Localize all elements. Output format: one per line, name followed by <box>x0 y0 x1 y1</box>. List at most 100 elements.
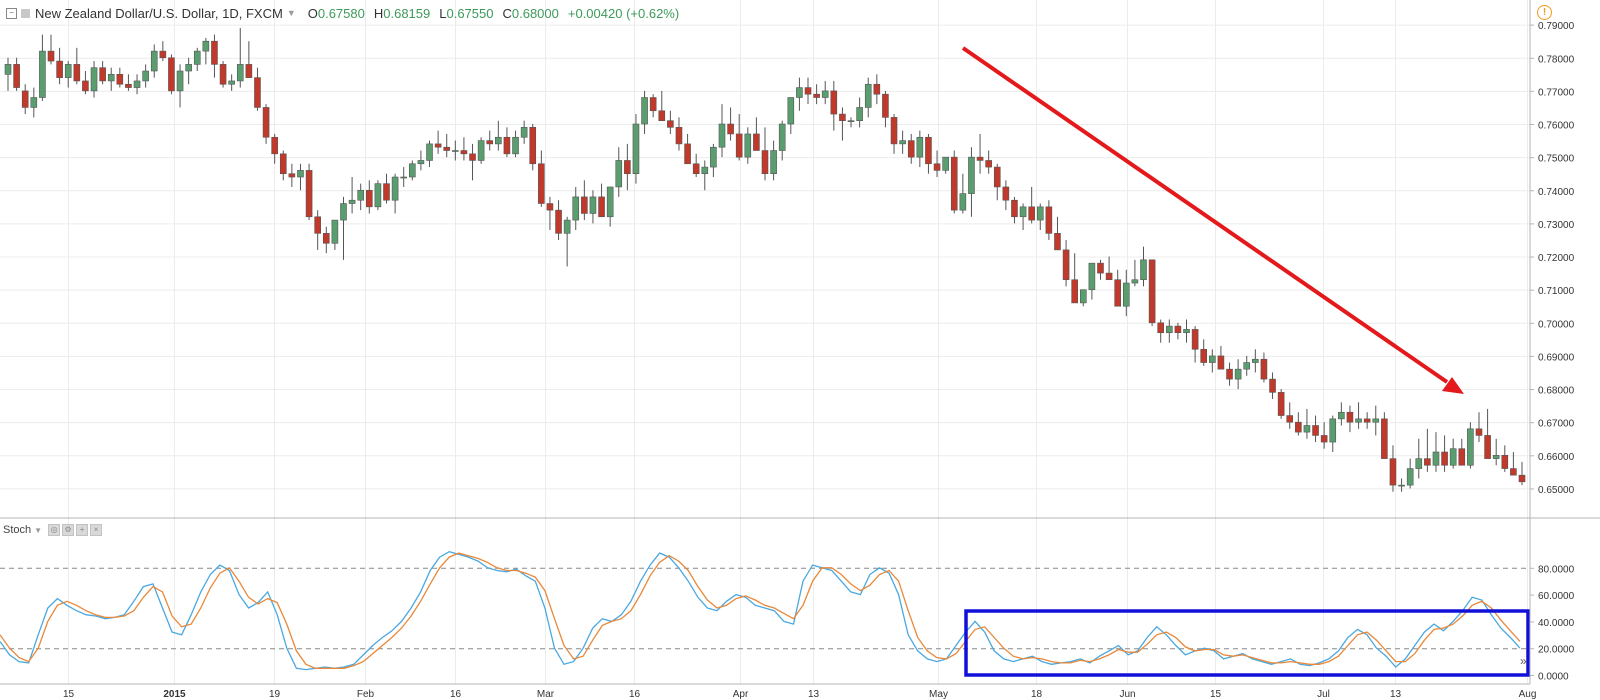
time-tick-label: 18 <box>1031 689 1043 700</box>
scroll-right-icon[interactable]: » <box>1520 654 1527 668</box>
candle-up <box>1166 325 1173 334</box>
candle-down <box>1346 411 1354 423</box>
alert-icon[interactable]: ! <box>1537 5 1552 20</box>
candle-down <box>907 140 915 158</box>
candle-down <box>925 136 932 165</box>
candle-down <box>13 64 20 88</box>
symbol-square-icon <box>21 8 30 18</box>
price-change: +0.00420 (+0.62%) <box>567 5 680 21</box>
symbol-title[interactable]: New Zealand Dollar/U.S. Dollar, 1D, FXCM <box>35 5 283 21</box>
candle-up <box>142 70 149 82</box>
candle-down <box>1501 455 1509 469</box>
candle-up <box>331 219 339 244</box>
candle-up <box>701 166 709 175</box>
candle-down <box>288 173 296 178</box>
candle-down <box>1045 206 1053 234</box>
candle-down <box>1148 259 1156 324</box>
time-tick-label: 13 <box>1390 689 1402 700</box>
candle-up <box>202 40 210 52</box>
ohlc-high: H0.68159 <box>373 5 431 21</box>
candle-down <box>271 136 278 155</box>
candle-up <box>452 150 459 152</box>
close-icon[interactable]: × <box>90 524 103 536</box>
candle-down <box>245 64 253 78</box>
indicator-legend: Stoch ▼ ◎ ⚙ + × <box>3 524 104 536</box>
candle-down <box>830 90 838 115</box>
price-tick-label: 0.74000 <box>1538 187 1575 198</box>
candle-down <box>538 163 545 204</box>
chart-header: − New Zealand Dollar/U.S. Dollar, 1D, FX… <box>0 0 679 26</box>
candle-up <box>1398 484 1405 487</box>
candle-up <box>1122 282 1130 307</box>
stoch-k-line <box>0 551 1521 671</box>
candle-down <box>581 196 588 214</box>
candle-down <box>753 133 760 151</box>
candle-down <box>1097 262 1104 274</box>
candle-down <box>1226 368 1233 380</box>
price-tick-label: 0.75000 <box>1538 154 1575 165</box>
price-tick-label: 0.76000 <box>1538 121 1575 132</box>
time-tick-label: 2015 <box>163 689 186 700</box>
candle-up <box>90 67 98 92</box>
candle-down <box>159 50 167 59</box>
candle-down <box>443 146 451 151</box>
visibility-icon[interactable]: ◎ <box>48 524 61 536</box>
candle-up <box>185 64 192 72</box>
candle-down <box>1286 415 1294 423</box>
candle-down <box>1200 348 1208 363</box>
candle-down <box>322 233 330 244</box>
candle-up <box>1467 428 1474 466</box>
candle-up <box>899 140 906 145</box>
candle-up <box>228 80 235 85</box>
candle-up <box>236 64 244 82</box>
candle-down <box>667 120 674 128</box>
more-icon[interactable]: + <box>76 524 89 536</box>
time-tick-label: 16 <box>450 689 462 700</box>
settings-icon[interactable]: ⚙ <box>62 524 75 536</box>
price-tick-label: 0.67000 <box>1538 419 1575 430</box>
candle-down <box>985 160 992 168</box>
candle-down <box>624 160 631 175</box>
chevron-down-icon[interactable]: ▼ <box>34 525 43 535</box>
price-tick-label: 0.65000 <box>1538 485 1575 496</box>
candle-up <box>778 123 786 151</box>
candle-down <box>314 216 321 234</box>
candle-down <box>1484 435 1491 459</box>
candle-up <box>64 64 72 78</box>
time-tick-label: 15 <box>1210 689 1222 700</box>
candle-down <box>692 163 700 175</box>
candle-up <box>563 219 571 234</box>
candle-up <box>959 193 967 211</box>
chevron-down-icon[interactable]: ▼ <box>286 8 296 18</box>
time-tick-label: 16 <box>629 689 641 700</box>
candle-up <box>856 107 863 122</box>
candle-up <box>495 136 502 145</box>
candle-up <box>1088 262 1096 290</box>
candle-down <box>1174 325 1182 334</box>
candle-up <box>4 64 12 75</box>
candle-down <box>1269 378 1276 393</box>
candle-down <box>469 153 476 161</box>
price-tick-label: 0.78000 <box>1538 54 1575 65</box>
candle-down <box>804 87 812 95</box>
stoch-tick-label: 80.0000 <box>1538 564 1575 575</box>
candle-up <box>357 189 364 201</box>
candle-up <box>150 50 158 72</box>
candle-up <box>193 50 201 65</box>
candle-up <box>340 203 347 221</box>
candle-down <box>1389 458 1397 486</box>
indicator-name[interactable]: Stoch <box>3 524 32 536</box>
candle-down <box>486 140 494 145</box>
candle-up <box>615 160 623 188</box>
candle-down <box>1114 279 1121 307</box>
candle-up <box>641 97 648 125</box>
stoch-tick-label: 20.0000 <box>1538 645 1575 656</box>
candle-down <box>262 107 270 138</box>
candle-down <box>761 150 769 175</box>
candle-up <box>133 80 141 88</box>
collapse-icon[interactable]: − <box>6 7 17 19</box>
candle-down <box>1475 428 1483 436</box>
price-tick-label: 0.68000 <box>1538 386 1575 397</box>
candle-up <box>718 123 726 148</box>
